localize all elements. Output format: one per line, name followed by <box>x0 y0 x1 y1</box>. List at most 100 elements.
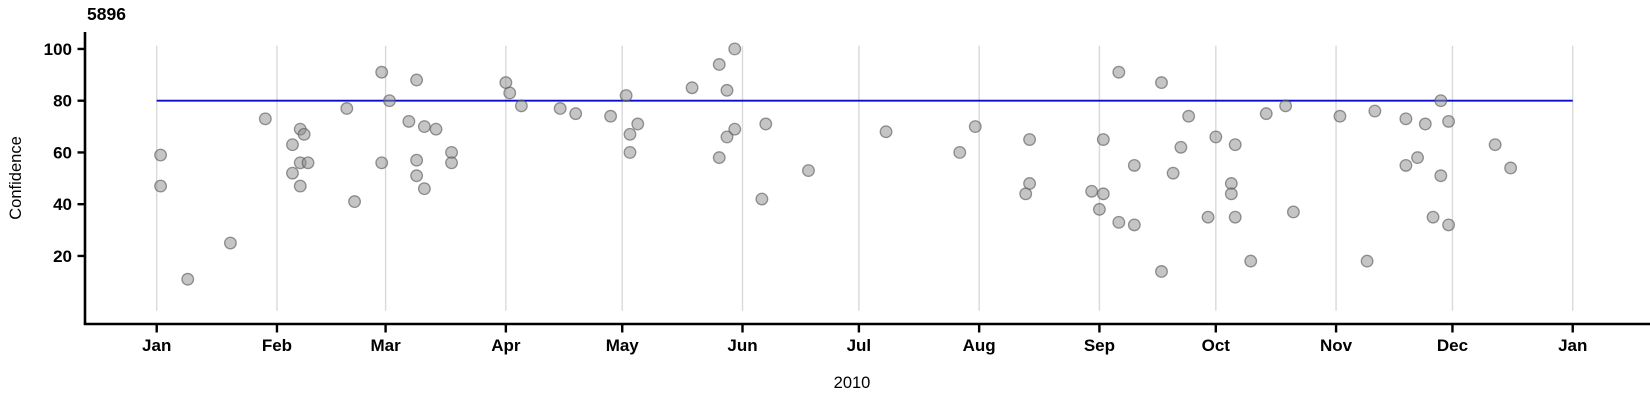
y-tick-label: 100 <box>44 40 72 59</box>
data-point <box>223 236 237 250</box>
data-point <box>1244 254 1258 268</box>
data-point <box>1166 166 1180 180</box>
x-tick-label: Sep <box>1084 336 1115 355</box>
data-point <box>1112 65 1126 79</box>
data-point <box>417 120 431 134</box>
data-point <box>619 89 633 102</box>
x-tick-label: May <box>606 336 640 355</box>
data-point <box>1333 109 1347 123</box>
data-point <box>1399 112 1413 126</box>
data-point <box>410 73 424 87</box>
data-point <box>375 65 389 79</box>
data-point <box>1023 133 1037 146</box>
month-gridlines <box>155 45 1574 311</box>
data-point <box>1096 187 1110 201</box>
data-point <box>410 153 424 167</box>
data-point <box>1174 140 1188 154</box>
data-point <box>1286 205 1300 219</box>
data-point <box>1399 158 1413 172</box>
axes <box>83 32 1650 326</box>
y-tick-label: 20 <box>53 247 72 266</box>
data-point <box>1085 184 1099 198</box>
x-tick-label: Apr <box>491 336 521 355</box>
x-tick-label: Jul <box>847 336 872 355</box>
data-point <box>1434 169 1448 183</box>
data-point <box>1418 117 1432 131</box>
data-point <box>1112 215 1126 229</box>
data-point <box>1096 133 1110 146</box>
data-point <box>720 130 734 144</box>
data-point <box>417 182 431 196</box>
x-tick-label: Jan <box>142 336 171 355</box>
data-point <box>1426 210 1440 224</box>
data-point <box>1259 107 1273 121</box>
data-point <box>1224 187 1238 201</box>
data-point <box>1411 151 1424 165</box>
data-point <box>1442 218 1456 232</box>
data-point <box>1127 218 1141 232</box>
data-point <box>1127 158 1141 172</box>
data-point <box>375 156 389 170</box>
data-point <box>755 192 769 206</box>
data-point <box>1360 254 1374 268</box>
data-point <box>445 156 458 170</box>
data-point <box>340 102 354 115</box>
data-point <box>1442 114 1456 128</box>
y-tick-label: 60 <box>53 143 72 162</box>
tick-labels: 100 80 60 40 20 Jan Feb Mar Apr May Jun Jul Aug Sep Oc… <box>44 40 1588 355</box>
chart-title: 5896 <box>87 4 126 24</box>
data-point <box>1155 76 1168 90</box>
data-point <box>802 164 815 178</box>
data-point <box>293 179 307 193</box>
data-point <box>1279 99 1293 113</box>
data-point <box>286 138 299 152</box>
y-axis-label: Confidence <box>7 136 25 219</box>
data-point <box>569 107 583 121</box>
data-point <box>1182 109 1196 123</box>
data-points <box>154 42 1518 286</box>
data-point <box>348 195 362 209</box>
data-point <box>503 86 517 100</box>
data-point <box>286 166 299 180</box>
data-point <box>604 109 618 123</box>
data-point <box>301 156 315 170</box>
data-point <box>297 127 311 141</box>
tick-marks <box>77 47 1574 333</box>
data-point <box>1228 210 1242 224</box>
data-point <box>728 42 742 56</box>
data-point <box>154 179 168 193</box>
data-point <box>728 122 742 136</box>
data-point <box>685 81 699 95</box>
data-point <box>1228 138 1242 152</box>
x-tick-label: Feb <box>262 336 292 355</box>
data-point <box>623 145 637 159</box>
data-point <box>968 120 982 134</box>
x-tick-label: Jun <box>727 336 757 355</box>
x-tick-label: Mar <box>370 336 401 355</box>
data-point <box>720 83 734 97</box>
data-point <box>1368 104 1382 118</box>
x-tick-label: Jan <box>1558 336 1587 355</box>
data-point <box>631 117 645 131</box>
data-point <box>1488 138 1502 152</box>
data-point <box>429 122 443 136</box>
data-point <box>1434 94 1448 108</box>
data-point <box>1155 265 1168 278</box>
x-tick-label: Aug <box>963 336 996 355</box>
y-tick-label: 40 <box>53 195 72 214</box>
data-point <box>712 58 726 71</box>
data-point <box>181 272 195 286</box>
data-point <box>258 112 272 126</box>
y-tick-label: 80 <box>53 92 72 111</box>
data-point <box>154 148 168 162</box>
x-tick-label: Dec <box>1437 336 1468 355</box>
data-point <box>1201 210 1215 224</box>
x-tick-label: Oct <box>1202 336 1231 355</box>
x-axis-label: 2010 <box>834 374 871 392</box>
data-point <box>879 125 893 139</box>
data-point <box>410 169 424 183</box>
data-point <box>1023 177 1037 190</box>
x-tick-label: Nov <box>1320 336 1353 355</box>
